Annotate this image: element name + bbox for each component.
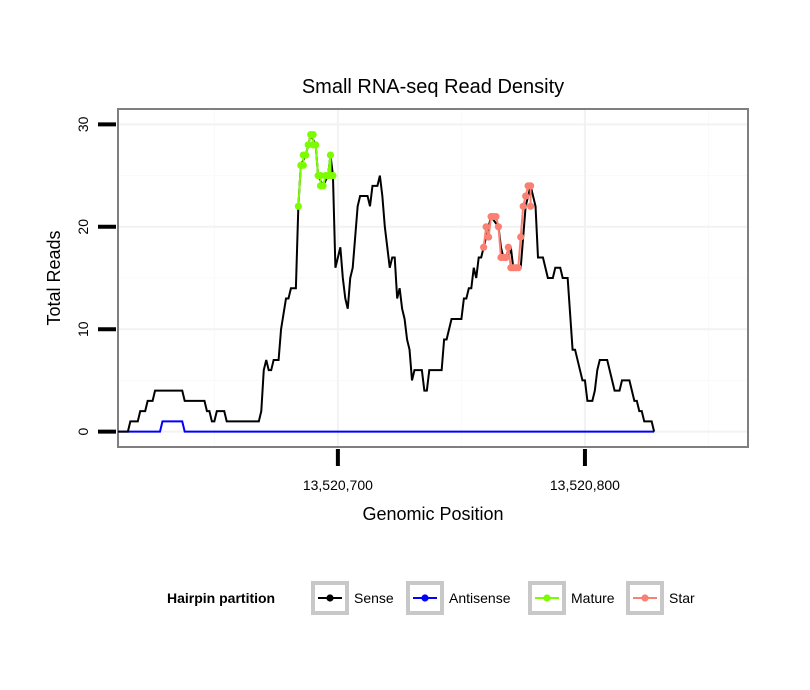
y-tick-label: 10 — [75, 321, 91, 337]
series-line-sense — [118, 131, 656, 433]
star-point — [484, 233, 493, 241]
mature-point — [304, 141, 312, 149]
mature-point — [299, 161, 307, 169]
mature-point — [302, 151, 310, 159]
star-point — [519, 202, 527, 210]
star-point — [480, 243, 488, 251]
legend-label-antisense: Antisense — [449, 590, 511, 606]
star-point — [482, 223, 490, 231]
legend-item-star: Star — [626, 581, 695, 615]
x-tick-label: 13,520,700 — [303, 477, 373, 493]
y-tick-label: 30 — [75, 116, 91, 132]
legend-key-point — [326, 594, 334, 602]
star-point — [492, 212, 500, 221]
star-point — [522, 192, 530, 200]
star-point — [514, 264, 522, 272]
mature-point — [294, 202, 302, 210]
mature-point — [326, 151, 335, 159]
mature-point — [316, 171, 325, 180]
series-line-antisense — [118, 420, 655, 433]
legend-key-point — [543, 594, 551, 602]
legend-key-point — [641, 594, 649, 602]
star-point — [494, 223, 503, 231]
legend-item-sense: Sense — [311, 581, 394, 615]
mature-point — [319, 182, 327, 190]
star-point — [526, 202, 535, 210]
mature-point — [329, 171, 337, 180]
legend-item-mature: Mature — [528, 581, 615, 615]
series-layer — [118, 131, 656, 433]
legend-title: Hairpin partition — [167, 590, 275, 606]
x-axis-label: Genomic Position — [362, 504, 503, 524]
mature-point — [312, 141, 320, 149]
x-axis: 13,520,700 13,520,800 — [303, 449, 620, 493]
legend-item-antisense: Antisense — [406, 581, 511, 615]
plot-border — [117, 108, 749, 448]
legend-key-point — [421, 594, 429, 602]
legend-label-star: Star — [669, 590, 695, 606]
y-axis: 0 10 20 30 — [75, 116, 116, 436]
star-point — [502, 253, 510, 262]
star-point — [504, 243, 512, 251]
star-point — [526, 182, 535, 190]
chart-title: Small RNA-seq Read Density — [302, 76, 564, 98]
y-axis-label: Total Reads — [44, 230, 64, 325]
legend: Hairpin partition Sense Antisense Mature St… — [167, 581, 695, 615]
mature-point — [309, 131, 317, 139]
legend-label-sense: Sense — [354, 590, 394, 606]
x-tick-label: 13,520,800 — [550, 477, 620, 493]
y-tick-label: 0 — [75, 428, 91, 436]
legend-label-mature: Mature — [571, 590, 615, 606]
star-point — [517, 233, 525, 241]
y-tick-label: 20 — [75, 219, 91, 235]
